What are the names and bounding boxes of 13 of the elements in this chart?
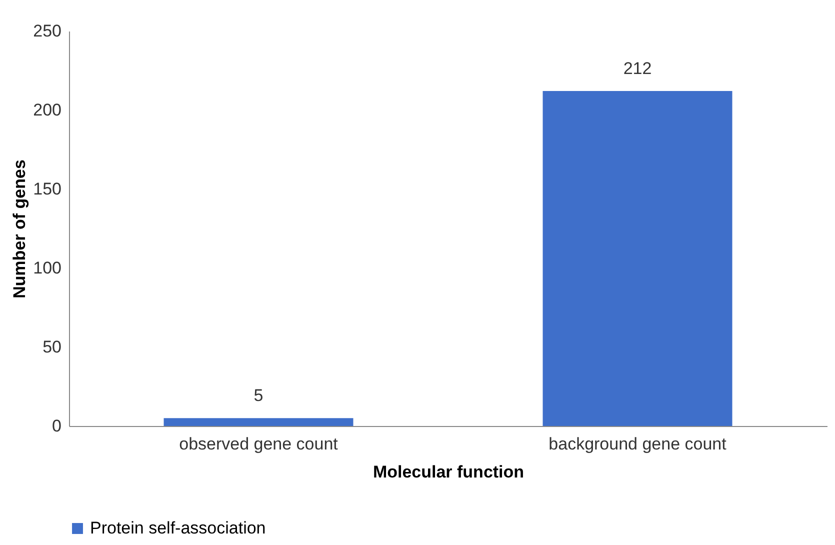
y-tick-label: 50	[42, 338, 62, 356]
y-tick-label: 150	[33, 180, 62, 198]
y-tick-label: 250	[33, 22, 62, 40]
y-tick-label: 100	[33, 258, 62, 278]
data-label: 5	[254, 386, 264, 406]
legend-label: Protein self-association	[90, 518, 266, 538]
y-tick-label: 200	[33, 100, 62, 120]
data-label: 212	[623, 59, 652, 78]
y-axis-title: Number of genes	[10, 160, 30, 298]
x-tick-label: observed gene count	[179, 434, 338, 454]
x-axis-title: Molecular function	[372, 462, 524, 482]
y-tick-label: 0	[52, 416, 62, 436]
x-tick-label: background gene count	[548, 434, 727, 454]
